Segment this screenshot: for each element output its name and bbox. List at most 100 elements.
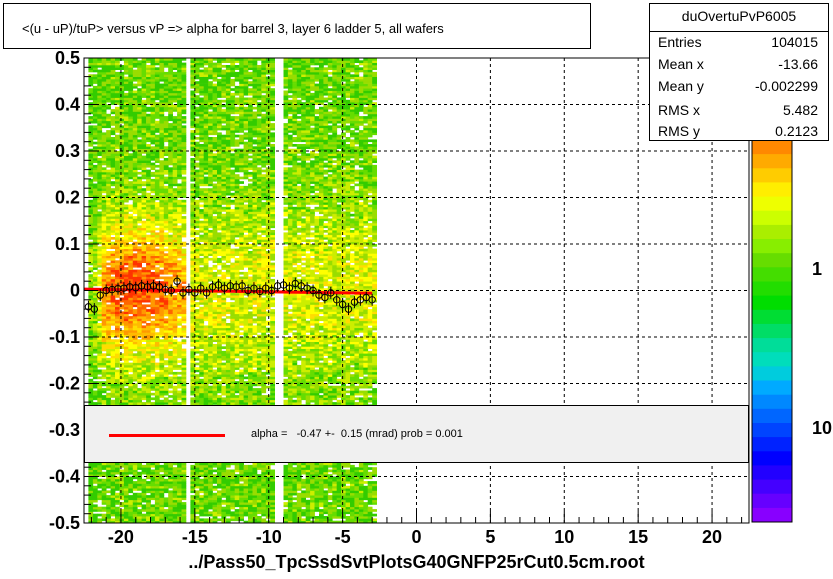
heatmap-cell — [146, 76, 151, 80]
heatmap-cell — [146, 318, 151, 322]
heatmap-cell — [203, 62, 209, 66]
heatmap-cell — [154, 295, 160, 298]
heatmap-cell — [97, 160, 103, 163]
heatmap-cell — [146, 281, 151, 284]
heatmap-cell — [88, 169, 94, 173]
heatmap-cell — [97, 213, 103, 217]
heatmap-cell — [119, 92, 125, 96]
heatmap-cell — [181, 127, 187, 131]
heatmap-cell — [154, 213, 160, 217]
heatmap-cell — [92, 385, 98, 389]
heatmap-cell — [137, 344, 142, 347]
heatmap-cell — [101, 353, 107, 356]
heatmap-cell — [146, 469, 151, 473]
heatmap-cell — [177, 216, 182, 219]
heatmap-cell — [141, 337, 147, 340]
heatmap-cell — [199, 113, 205, 117]
heatmap-cell — [199, 485, 205, 489]
heatmap-cell — [199, 309, 205, 312]
heatmap-cell — [172, 325, 178, 329]
heatmap-cell — [106, 278, 111, 282]
heatmap-cell — [163, 462, 169, 466]
heatmap-cell — [159, 118, 165, 122]
heatmap-cell — [101, 327, 107, 331]
heatmap-cell — [92, 471, 98, 475]
heatmap-cell — [194, 248, 200, 252]
heatmap-cell — [92, 151, 98, 154]
heatmap-cell — [203, 102, 209, 105]
heatmap-cell — [199, 178, 205, 182]
heatmap-cell — [146, 402, 151, 405]
heatmap-cell — [146, 188, 151, 191]
heatmap-cell — [110, 253, 116, 256]
heatmap-cell — [92, 146, 98, 149]
heatmap-cell — [123, 116, 129, 119]
heatmap-cell — [203, 213, 209, 217]
heatmap-cell — [168, 378, 173, 382]
heatmap-cell — [203, 183, 209, 187]
heatmap-cell — [119, 253, 125, 256]
heatmap-cell — [203, 504, 209, 508]
heatmap-cell — [115, 62, 120, 66]
heatmap-cell — [190, 518, 196, 522]
heatmap-cell — [168, 81, 173, 84]
heatmap-cell — [190, 171, 196, 175]
heatmap-cell — [199, 483, 205, 487]
heatmap-cell — [199, 392, 205, 396]
heatmap-cell — [159, 199, 165, 203]
heatmap-cell — [92, 341, 98, 345]
heatmap-cell — [181, 65, 187, 68]
heatmap-cell — [106, 60, 111, 63]
heatmap-cell — [97, 362, 103, 366]
heatmap-cell — [177, 344, 182, 347]
heatmap-cell — [106, 90, 111, 94]
heatmap-cell — [154, 476, 160, 480]
heatmap-cell — [137, 278, 142, 282]
heatmap-cell — [190, 253, 196, 256]
heatmap-cell — [119, 385, 125, 389]
heatmap-cell — [150, 71, 156, 75]
heatmap-cell — [212, 511, 218, 515]
heatmap-cell — [88, 334, 94, 338]
heatmap-cell — [101, 216, 107, 219]
heatmap-cell — [115, 395, 120, 398]
heatmap-cell — [110, 481, 116, 484]
heatmap-cell — [101, 134, 107, 138]
heatmap-cell — [137, 269, 142, 273]
heatmap-cell — [190, 323, 196, 326]
heatmap-cell — [199, 360, 205, 363]
heatmap-cell — [97, 153, 103, 156]
heatmap-cell — [106, 392, 111, 396]
heatmap-cell — [150, 225, 156, 229]
heatmap-cell — [123, 362, 129, 366]
heatmap-cell — [177, 111, 182, 115]
heatmap-cell — [106, 381, 111, 384]
heatmap-cell — [132, 464, 138, 468]
heatmap-cell — [199, 271, 205, 275]
heatmap-cell — [150, 174, 156, 177]
heatmap-cell — [208, 364, 213, 368]
heatmap-cell — [132, 139, 138, 143]
heatmap-cell — [106, 223, 111, 226]
heatmap-cell — [119, 281, 125, 284]
heatmap-cell — [101, 111, 107, 115]
heatmap-cell — [163, 313, 169, 317]
heatmap-cell — [159, 97, 165, 101]
heatmap-cell — [101, 362, 107, 366]
heatmap-cell — [128, 185, 134, 189]
heatmap-cell — [92, 65, 98, 68]
heatmap-cell — [110, 520, 116, 524]
heatmap-cell — [137, 202, 142, 205]
heatmap-cell — [123, 390, 129, 394]
heatmap-cell — [137, 492, 142, 496]
heatmap-cell — [128, 237, 134, 240]
heatmap-cell — [97, 130, 103, 133]
heatmap-cell — [128, 71, 134, 75]
heatmap-cell — [97, 104, 103, 108]
heatmap-cell — [115, 397, 120, 401]
heatmap-cell — [101, 467, 107, 470]
heatmap-cell — [208, 297, 213, 301]
heatmap-cell — [119, 209, 125, 212]
heatmap-cell — [159, 58, 165, 61]
heatmap-cell — [92, 199, 98, 203]
